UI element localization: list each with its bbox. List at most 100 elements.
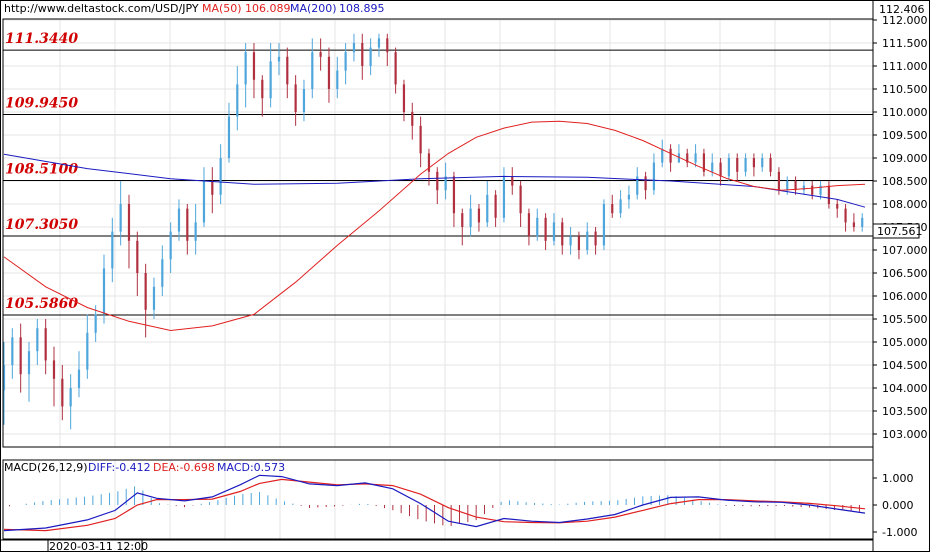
candle-down — [452, 176, 456, 214]
candle-down — [777, 171, 780, 191]
price-tick-label: 110.000 — [882, 106, 928, 119]
candle-down — [736, 158, 739, 172]
candle-down — [252, 52, 256, 80]
candle-up — [727, 158, 731, 177]
candle-up — [694, 153, 697, 163]
candle-down — [136, 240, 139, 273]
candle-up — [802, 185, 805, 191]
price-tick-label: 109.500 — [882, 129, 928, 142]
candle-up — [77, 369, 81, 388]
price-tick-label: 106.500 — [882, 267, 928, 280]
candle-down — [577, 236, 581, 250]
candle-up — [619, 199, 622, 214]
candle-up — [786, 181, 789, 191]
candle-down — [386, 38, 389, 53]
price-tick-label: 108.500 — [882, 175, 928, 188]
candle-up — [677, 153, 681, 163]
moving-averages — [3, 120, 866, 332]
candle-down — [594, 231, 597, 246]
ma50-line — [3, 120, 866, 332]
candle-down — [527, 213, 531, 237]
candle-up — [11, 337, 14, 365]
date-label: 2020-03-11 12:00 — [49, 540, 148, 552]
candle-down — [477, 208, 481, 223]
macd-tick-label: -1.000 — [882, 526, 917, 539]
price-tick-label: 111.000 — [882, 60, 928, 73]
price-tick-label: 103.000 — [882, 428, 928, 441]
candle-down — [494, 194, 497, 218]
candle-down — [519, 185, 522, 214]
candle-down — [544, 217, 547, 241]
candle-up — [761, 158, 764, 168]
candle-up — [502, 176, 506, 218]
level-label: 109.9450 — [5, 96, 78, 112]
candle-up — [161, 259, 164, 287]
candle-down — [769, 158, 772, 172]
candle-up — [244, 52, 247, 85]
candle-up — [236, 84, 239, 117]
candle-down — [827, 185, 830, 204]
price-tick-label: 109.000 — [882, 152, 928, 165]
candle-down — [144, 273, 147, 310]
current-price-box — [872, 223, 920, 239]
candle-down — [319, 52, 322, 57]
candle-down — [811, 185, 814, 195]
candle-down — [419, 125, 422, 154]
candle-down — [394, 52, 397, 85]
candle-down — [611, 204, 614, 214]
candle-down — [211, 181, 214, 195]
price-axis: 103.000 103.500 104.000 104.500 105.000 105.5… — [873, 14, 928, 539]
price-tick-label: 104.500 — [882, 359, 928, 372]
candle-down — [511, 176, 514, 186]
candle-up — [661, 148, 664, 163]
candle-up — [744, 158, 747, 172]
candle-up — [469, 208, 472, 227]
candle-down — [294, 84, 297, 112]
macd-hist: MACD:0.573 — [217, 461, 285, 474]
level-label: 108.5100 — [5, 162, 78, 178]
level-label: 105.5860 — [5, 296, 78, 312]
ma50-value: 106.089 — [245, 2, 291, 15]
macd-tick-label: 0.000 — [882, 499, 914, 512]
candle-down — [686, 153, 689, 163]
candle-down — [794, 181, 797, 191]
candle-up — [302, 89, 306, 112]
candle-down — [836, 204, 839, 209]
candle-up — [444, 176, 447, 191]
candles — [2, 33, 864, 430]
candle-up — [219, 158, 222, 195]
candle-up — [27, 351, 31, 375]
ma200-value: 108.895 — [339, 2, 385, 15]
candle-up — [194, 222, 197, 241]
price-tick-label: 112.000 — [882, 14, 928, 27]
candle-up — [369, 47, 372, 66]
price-tick-label: 103.500 — [882, 405, 928, 418]
candle-up — [169, 231, 172, 260]
macd-dea: DEA:-0.698 — [153, 461, 215, 474]
candle-down — [427, 153, 431, 172]
candle-up — [269, 61, 272, 99]
price-tick-label: 106.000 — [882, 290, 928, 303]
candle-up — [861, 217, 864, 227]
candle-up — [152, 286, 156, 310]
candle-down — [327, 56, 331, 89]
candle-up — [86, 332, 89, 370]
candle-down — [702, 153, 706, 172]
price-tick-label: 105.500 — [882, 313, 928, 326]
candle-up — [2, 365, 6, 391]
candle-up — [352, 43, 356, 53]
candle-up — [652, 162, 656, 191]
candle-up — [344, 52, 347, 71]
symbol-label: USD/JPY — [155, 2, 199, 15]
price-tick-label: 108.000 — [882, 198, 928, 211]
candle-up — [36, 328, 39, 352]
candle-up — [277, 56, 281, 62]
candle-up — [102, 268, 106, 315]
candle-down — [411, 112, 414, 126]
candle-up — [586, 231, 589, 250]
ma50-label: MA(50) — [202, 2, 242, 15]
candle-down — [127, 204, 131, 241]
candle-down — [361, 43, 364, 66]
candle-up — [552, 222, 556, 241]
